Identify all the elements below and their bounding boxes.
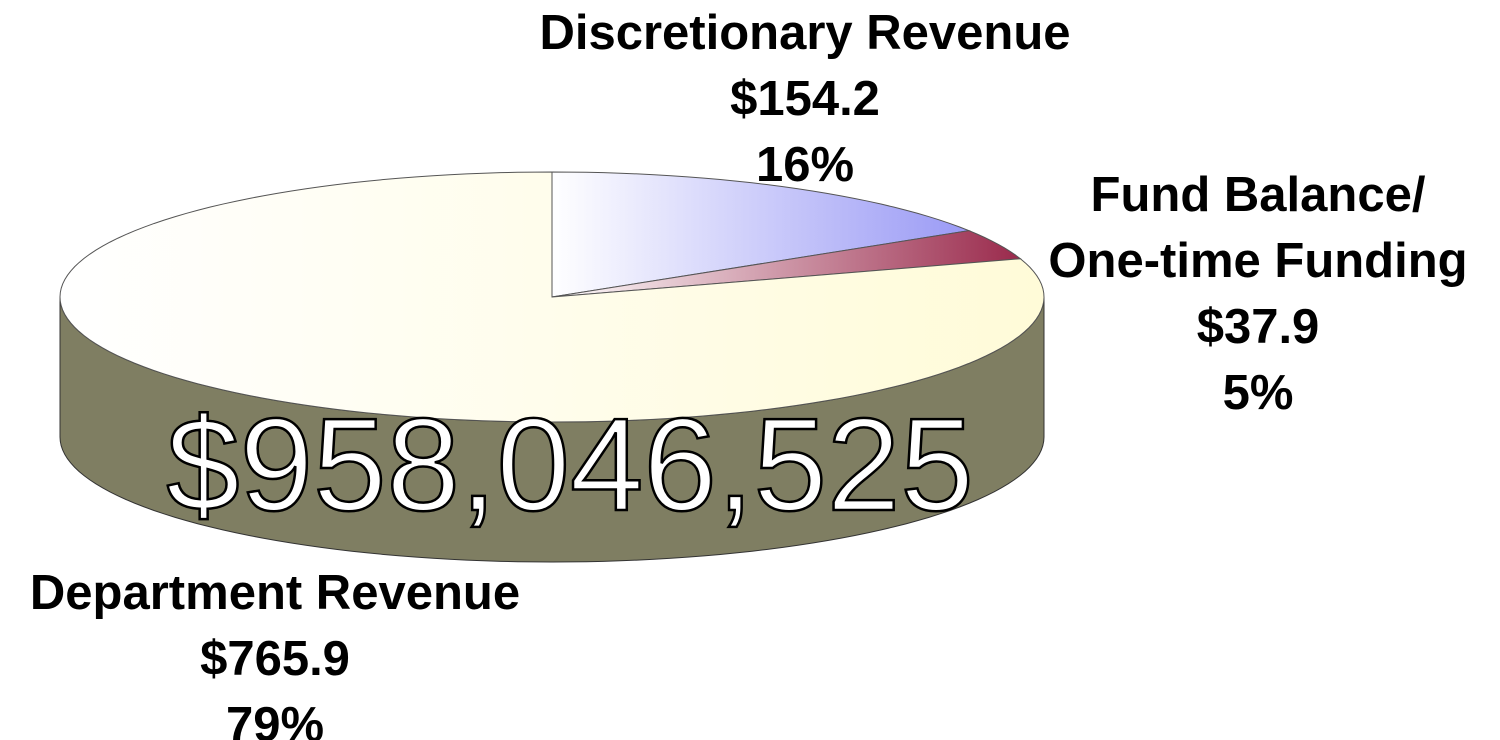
- label-percent: 79%: [225, 698, 325, 740]
- label-value: $765.9: [200, 632, 350, 686]
- label-value: $37.9: [1196, 300, 1320, 354]
- total-annotation: $958,046,525: [166, 391, 973, 538]
- slice-label: Fund Balance/ One-time Funding $37.9 5%: [1028, 162, 1488, 426]
- label-value: $154.2: [730, 72, 880, 126]
- label-name: Department Revenue: [29, 566, 521, 620]
- label-name: Discretionary Revenue: [539, 6, 1071, 60]
- slice: [551, 171, 971, 298]
- label-percent: 16%: [755, 138, 855, 192]
- label-name: Fund Balance/ One-time Funding: [1048, 168, 1468, 288]
- slice-label: Department Revenue $765.9 79%: [0, 560, 575, 740]
- slice-label: Discretionary Revenue $154.2 16%: [505, 0, 1105, 198]
- label-percent: 5%: [1222, 366, 1294, 420]
- slice: [551, 230, 1022, 298]
- slice: [59, 171, 1045, 423]
